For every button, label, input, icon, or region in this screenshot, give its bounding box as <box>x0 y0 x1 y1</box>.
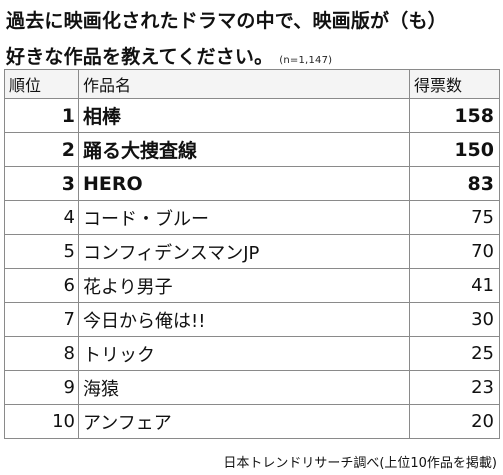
rank-cell: 10 <box>4 404 79 439</box>
sample-size-note: (n=1,147) <box>279 55 333 66</box>
table-row: 9 海猿 23 <box>4 370 500 405</box>
rank-cell: 7 <box>4 302 79 337</box>
source-note: 日本トレンドリサーチ調べ(上位10作品を掲載) <box>223 456 497 471</box>
votes-cell: 158 <box>409 98 500 133</box>
votes-cell: 41 <box>409 268 500 303</box>
table-row: 2 踊る大捜査線 150 <box>4 132 500 167</box>
title-cell: 今日から俺は!! <box>78 302 410 337</box>
title-cell: トリック <box>78 336 410 371</box>
rank-cell: 2 <box>4 132 79 167</box>
title-cell: コード・ブルー <box>78 200 410 235</box>
rank-cell: 3 <box>4 166 79 201</box>
votes-cell: 83 <box>409 166 500 201</box>
rank-cell: 5 <box>4 234 79 269</box>
title-cell: 海猿 <box>78 370 410 405</box>
votes-cell: 75 <box>409 200 500 235</box>
rank-cell: 8 <box>4 336 79 371</box>
table-header-row: 順位 作品名 得票数 <box>4 69 500 99</box>
table-row: 8 トリック 25 <box>4 336 500 371</box>
header-votes: 得票数 <box>409 69 500 99</box>
votes-cell: 150 <box>409 132 500 167</box>
votes-cell: 30 <box>409 302 500 337</box>
rank-cell: 1 <box>4 98 79 133</box>
title-cell: 花より男子 <box>78 268 410 303</box>
title-cell: 相棒 <box>78 98 410 133</box>
table-row: 1 相棒 158 <box>4 98 500 133</box>
header-title: 作品名 <box>78 69 410 99</box>
title-cell: アンフェア <box>78 404 410 439</box>
title-cell: コンフィデンスマンJP <box>78 234 410 269</box>
page-title-line2: 好きな作品を教えてください。 (n=1,147) <box>6 42 332 69</box>
rank-cell: 4 <box>4 200 79 235</box>
table-row: 7 今日から俺は!! 30 <box>4 302 500 337</box>
votes-cell: 23 <box>409 370 500 405</box>
ranking-table: 順位 作品名 得票数 1 相棒 158 2 踊る大捜査線 150 3 HERO 83 4 コード・ブ… <box>4 69 500 439</box>
page-title-line2-text: 好きな作品を教えてください。 <box>6 46 274 68</box>
votes-cell: 20 <box>409 404 500 439</box>
table-row: 4 コード・ブルー 75 <box>4 200 500 235</box>
table-row: 5 コンフィデンスマンJP 70 <box>4 234 500 269</box>
header-rank: 順位 <box>4 69 79 99</box>
votes-cell: 25 <box>409 336 500 371</box>
page-title-line1: 過去に映画化されたドラマの中で、映画版が（も） <box>6 10 447 32</box>
title-cell: 踊る大捜査線 <box>78 132 410 167</box>
votes-cell: 70 <box>409 234 500 269</box>
ranking-rows: 1 相棒 158 2 踊る大捜査線 150 3 HERO 83 4 コード・ブルー 75 5 コンフィデン… <box>4 98 500 439</box>
rank-cell: 6 <box>4 268 79 303</box>
table-row: 3 HERO 83 <box>4 166 500 201</box>
rank-cell: 9 <box>4 370 79 405</box>
title-cell: HERO <box>78 166 410 201</box>
table-row: 10 アンフェア 20 <box>4 404 500 439</box>
table-row: 6 花より男子 41 <box>4 268 500 303</box>
